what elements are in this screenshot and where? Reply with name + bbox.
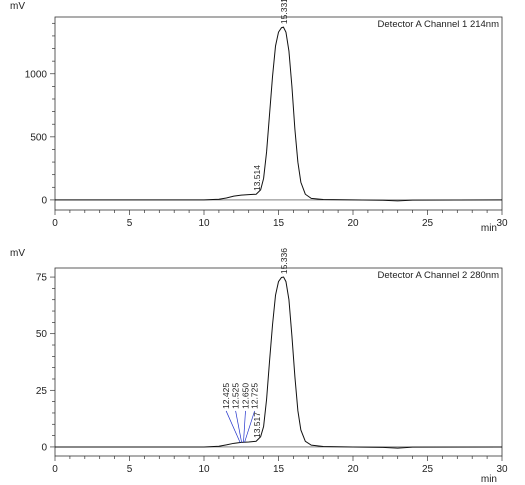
peak-label: 15.331: [279, 0, 289, 24]
chart-panel-1: mV min Detector A Channel 1 214nm 0 5 10 15 20 2…: [10, 0, 508, 234]
peak-label: 13.517: [252, 412, 262, 438]
y-tick-label: 25: [36, 386, 48, 397]
y-axis-label: mV: [10, 248, 25, 259]
y-tick-label: 500: [30, 132, 47, 143]
y-tick-label: 1000: [25, 69, 48, 80]
legend-entry: Detector A Channel 2 280nm: [378, 270, 500, 281]
peak-label: 13.514: [252, 165, 262, 191]
x-tick-label: 30: [496, 218, 508, 229]
legend-entry: Detector A Channel 1 214nm: [378, 19, 500, 30]
plot-frame: [54, 267, 503, 457]
peak-label: 12.525: [231, 383, 241, 409]
x-tick-label: 15: [273, 218, 285, 229]
peak-leader-line: [243, 410, 246, 443]
peak-label: 15.336: [279, 248, 289, 274]
y-tick-label: 50: [36, 329, 48, 340]
y-tick-label: 75: [36, 273, 48, 284]
x-tick-label: 15: [273, 464, 285, 475]
x-tick-label: 10: [198, 218, 210, 229]
x-tick-label: 20: [347, 218, 359, 229]
x-axis-label: min: [481, 474, 497, 485]
x-tick-label: 25: [422, 464, 434, 475]
series-line: [55, 276, 503, 449]
peak-label: 12.425: [221, 383, 231, 409]
x-axis-label: min: [481, 223, 497, 234]
plot-frame: [54, 16, 503, 211]
peak-leader-line: [235, 410, 242, 443]
x-tick-label: 0: [52, 464, 58, 475]
x-tick-label: 20: [347, 464, 359, 475]
x-tick-label: 0: [52, 218, 58, 229]
peak-label: 12.650: [240, 383, 250, 409]
series-line: [55, 26, 503, 202]
x-tick-label: 5: [127, 218, 133, 229]
peak-label: 12.725: [250, 383, 260, 409]
y-axis-label: mV: [10, 1, 25, 12]
y-tick-label: 0: [41, 195, 47, 206]
x-tick-label: 5: [127, 464, 133, 475]
chart-panel-2: mV min Detector A Channel 2 280nm 0 5 10 15 20 2…: [10, 248, 508, 485]
x-tick-label: 10: [198, 464, 210, 475]
peak-leader-line: [225, 410, 241, 443]
peak-leader-line: [244, 410, 255, 443]
x-tick-label: 30: [496, 464, 508, 475]
y-tick-label: 0: [41, 442, 47, 453]
x-tick-label: 25: [422, 218, 434, 229]
